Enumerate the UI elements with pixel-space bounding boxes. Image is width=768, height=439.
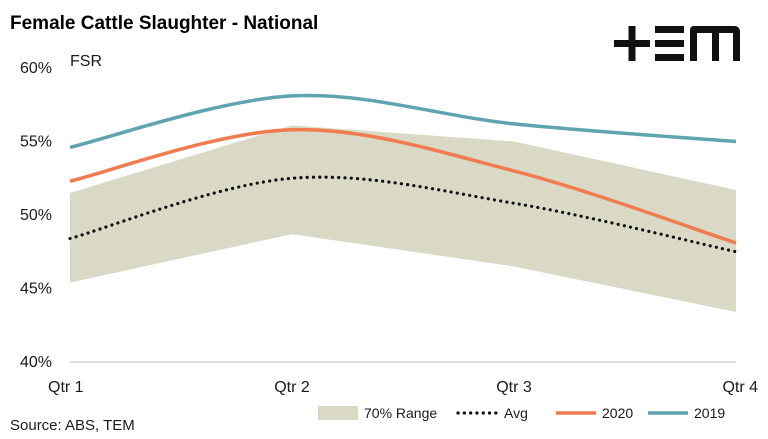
logo-e-middle [655, 40, 684, 47]
legend-label-avg: Avg [504, 405, 528, 421]
y-axis-label: FSR [70, 53, 102, 70]
logo-m [690, 26, 740, 61]
y-tick-label: 60% [20, 60, 52, 77]
chart-title: Female Cattle Slaughter - National [10, 13, 318, 34]
x-tick-label: Qtr 2 [274, 379, 310, 396]
y-tick-label: 50% [20, 207, 52, 224]
legend-swatch-range [318, 406, 358, 420]
logo-plus-vertical [628, 26, 636, 61]
plot-area [68, 93, 738, 313]
logo-e-top [655, 26, 684, 33]
x-tick-label: Qtr 3 [496, 379, 532, 396]
y-tick-labels: 40% 45% 50% 55% 60% [20, 60, 52, 371]
logo-e-bottom [655, 54, 684, 61]
y-tick-label: 45% [20, 281, 52, 298]
legend-label-2019: 2019 [694, 405, 725, 421]
y-tick-label: 55% [20, 134, 52, 151]
legend-label-2020: 2020 [602, 405, 633, 421]
source-note: Source: ABS, TEM [10, 417, 135, 434]
legend-label-range: 70% Range [364, 405, 437, 421]
series-line-2019 [69, 93, 737, 150]
range-band-area [70, 125, 736, 313]
series-line-2020 [69, 127, 737, 245]
brand-logo [614, 26, 740, 61]
x-tick-label: Qtr 1 [48, 379, 84, 396]
x-tick-labels: Qtr 1 Qtr 2 Qtr 3 Qtr 4 [48, 379, 758, 396]
x-tick-label: Qtr 4 [722, 379, 758, 396]
legend: 70% Range Avg 2020 2019 [318, 405, 725, 421]
series-line-avg [68, 175, 738, 254]
y-tick-label: 40% [20, 354, 52, 371]
